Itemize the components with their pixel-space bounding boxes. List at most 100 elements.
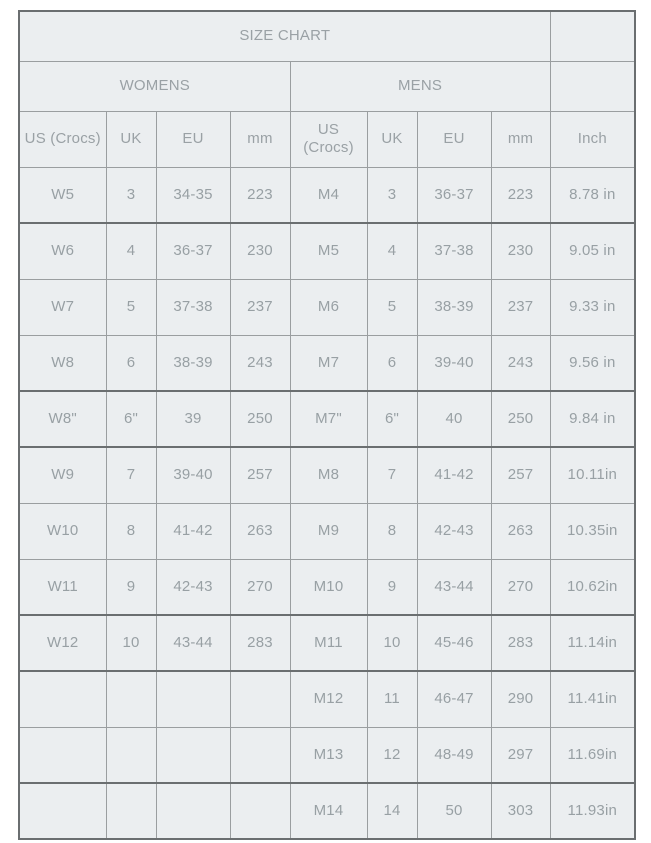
cell-womens-uk: 6": [105, 390, 157, 448]
cell-womens-us: W10: [18, 502, 107, 560]
group-row: WOMENS MENS: [18, 60, 636, 112]
cell-womens-mm: 270: [229, 558, 291, 616]
table-row: W8" 6" 39 250 M7" 6" 40 250 9.84 in: [18, 390, 636, 448]
cell-mens-uk: 10: [366, 614, 418, 672]
cell-womens-us: [18, 670, 107, 728]
cell-womens-mm: [229, 726, 291, 784]
col-header-mens-us: US (Crocs): [289, 110, 368, 168]
cell-womens-us: W12: [18, 614, 107, 672]
cell-womens-uk: 3: [105, 166, 157, 224]
col-header-mens-mm: mm: [490, 110, 551, 168]
col-header-womens-us: US (Crocs): [18, 110, 107, 168]
cell-inch: 10.35in: [549, 502, 636, 560]
col-header-mens-eu: EU: [416, 110, 492, 168]
size-chart-container: SIZE CHART WOMENS MENS US (Crocs) UK EU …: [18, 10, 637, 840]
cell-womens-uk: 5: [105, 278, 157, 336]
cell-inch: 11.93in: [549, 782, 636, 840]
cell-mens-eu: 40: [416, 390, 492, 448]
title-row: SIZE CHART: [18, 10, 636, 62]
cell-mens-uk: 7: [366, 446, 418, 504]
cell-mens-mm: 250: [490, 390, 551, 448]
cell-womens-eu: [155, 782, 231, 840]
table-row: W5 3 34-35 223 M4 3 36-37 223 8.78 in: [18, 166, 636, 224]
cell-mens-eu: 48-49: [416, 726, 492, 784]
cell-womens-mm: 257: [229, 446, 291, 504]
cell-womens-uk: 10: [105, 614, 157, 672]
col-header-womens-uk: UK: [105, 110, 157, 168]
cell-mens-eu: 46-47: [416, 670, 492, 728]
cell-womens-mm: 237: [229, 278, 291, 336]
cell-mens-us: M7": [289, 390, 368, 448]
cell-womens-uk: [105, 782, 157, 840]
cell-mens-us: M10: [289, 558, 368, 616]
cell-womens-us: [18, 726, 107, 784]
cell-womens-uk: 7: [105, 446, 157, 504]
cell-mens-mm: 283: [490, 614, 551, 672]
cell-womens-mm: 250: [229, 390, 291, 448]
cell-womens-eu: 34-35: [155, 166, 231, 224]
cell-mens-mm: 237: [490, 278, 551, 336]
cell-womens-eu: 39-40: [155, 446, 231, 504]
cell-mens-mm: 290: [490, 670, 551, 728]
cell-womens-uk: 4: [105, 222, 157, 280]
cell-womens-eu: 39: [155, 390, 231, 448]
cell-mens-eu: 45-46: [416, 614, 492, 672]
cell-womens-mm: 263: [229, 502, 291, 560]
cell-mens-us: M9: [289, 502, 368, 560]
cell-inch: 8.78 in: [549, 166, 636, 224]
cell-mens-mm: 243: [490, 334, 551, 392]
cell-mens-us: M5: [289, 222, 368, 280]
cell-mens-uk: 9: [366, 558, 418, 616]
cell-mens-mm: 257: [490, 446, 551, 504]
cell-inch: 11.14in: [549, 614, 636, 672]
group-header-womens: WOMENS: [18, 60, 291, 112]
title-blank-cell: [549, 10, 636, 62]
table-row: M14 14 50 303 11.93in: [18, 782, 636, 840]
cell-mens-eu: 36-37: [416, 166, 492, 224]
table-row: M12 11 46-47 290 11.41in: [18, 670, 636, 728]
cell-womens-us: W6: [18, 222, 107, 280]
table-row: W10 8 41-42 263 M9 8 42-43 263 10.35in: [18, 502, 636, 560]
table-row: W7 5 37-38 237 M6 5 38-39 237 9.33 in: [18, 278, 636, 336]
cell-mens-uk: 14: [366, 782, 418, 840]
size-chart-table: SIZE CHART WOMENS MENS US (Crocs) UK EU …: [18, 10, 637, 840]
cell-mens-mm: 297: [490, 726, 551, 784]
cell-inch: 11.69in: [549, 726, 636, 784]
cell-womens-uk: [105, 726, 157, 784]
col-header-womens-eu: EU: [155, 110, 231, 168]
cell-mens-uk: 6: [366, 334, 418, 392]
cell-womens-us: W8: [18, 334, 107, 392]
cell-mens-mm: 230: [490, 222, 551, 280]
cell-womens-us: [18, 782, 107, 840]
table-row: W6 4 36-37 230 M5 4 37-38 230 9.05 in: [18, 222, 636, 280]
cell-mens-eu: 43-44: [416, 558, 492, 616]
cell-mens-us: M7: [289, 334, 368, 392]
cell-mens-eu: 37-38: [416, 222, 492, 280]
cell-womens-mm: 223: [229, 166, 291, 224]
cell-womens-mm: [229, 670, 291, 728]
cell-womens-eu: 42-43: [155, 558, 231, 616]
cell-mens-uk: 8: [366, 502, 418, 560]
cell-womens-uk: 9: [105, 558, 157, 616]
cell-mens-uk: 6": [366, 390, 418, 448]
cell-mens-eu: 39-40: [416, 334, 492, 392]
cell-inch: 9.05 in: [549, 222, 636, 280]
cell-womens-us: W9: [18, 446, 107, 504]
cell-womens-mm: 243: [229, 334, 291, 392]
cell-mens-us: M11: [289, 614, 368, 672]
cell-mens-eu: 42-43: [416, 502, 492, 560]
cell-inch: 10.62in: [549, 558, 636, 616]
cell-womens-eu: 43-44: [155, 614, 231, 672]
cell-mens-us: M14: [289, 782, 368, 840]
cell-mens-uk: 3: [366, 166, 418, 224]
cell-womens-us: W8": [18, 390, 107, 448]
cell-womens-mm: 283: [229, 614, 291, 672]
cell-mens-uk: 12: [366, 726, 418, 784]
col-header-mens-uk: UK: [366, 110, 418, 168]
cell-mens-us: M8: [289, 446, 368, 504]
table-row: W12 10 43-44 283 M11 10 45-46 283 11.14in: [18, 614, 636, 672]
table-row: W11 9 42-43 270 M10 9 43-44 270 10.62in: [18, 558, 636, 616]
cell-inch: 9.33 in: [549, 278, 636, 336]
cell-womens-us: W11: [18, 558, 107, 616]
cell-womens-us: W5: [18, 166, 107, 224]
